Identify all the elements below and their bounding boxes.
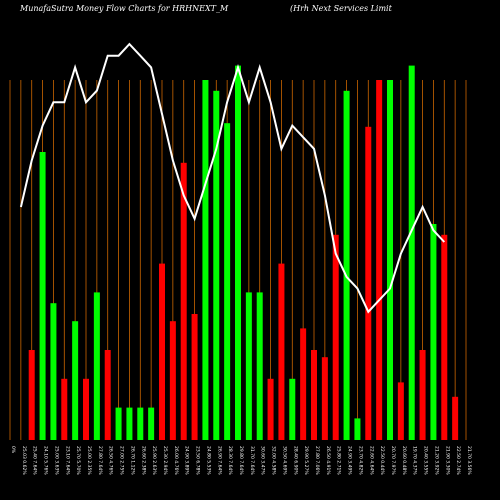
x-tick-label: 21.90 3.30%: [444, 446, 450, 475]
money-flow-bar: [159, 263, 165, 440]
money-flow-bar: [397, 382, 404, 440]
x-tick-label: 24.90 3.89%: [184, 446, 190, 475]
money-flow-bar: [343, 90, 350, 441]
x-tick-label: 26.90 7.64%: [216, 446, 222, 475]
x-tick-label: 24.90 3.49%: [347, 446, 353, 475]
money-flow-bar: [180, 162, 187, 441]
x-tick-label: 26.60 2.38%: [140, 446, 146, 475]
x-tick-label: 25.00 2.35%: [86, 446, 92, 475]
money-flow-bar: [235, 65, 241, 440]
x-axis-labels: 0% 25.03 0.62% 25.40 7.64% 24.10 5.76% 25.00…: [10, 446, 472, 475]
chart-title-right: (Hrh Next Services Limit: [290, 4, 392, 13]
x-tick-label: 22.60 4.64%: [368, 446, 374, 475]
x-tick-label: 23.10 7.64%: [64, 446, 70, 475]
x-tick-label: 25.80 2.71%: [336, 446, 342, 475]
money-flow-bar: [300, 328, 307, 440]
money-flow-bar: [419, 350, 426, 440]
money-flow-bar: [376, 80, 383, 440]
x-tick-label: 19.70 4.37%: [412, 446, 418, 475]
money-flow-bar: [104, 350, 111, 440]
x-tick-label: 22.50 0.44%: [379, 446, 385, 475]
money-flow-bar: [61, 378, 68, 440]
x-tick-label: 25.00 3.63%: [53, 446, 59, 475]
money-flow-bar: [311, 350, 317, 440]
x-tick-label: 25.30 2.94%: [162, 446, 168, 475]
x-tick-label: 20.60 0.48%: [401, 446, 407, 475]
money-flow-bar: [256, 292, 263, 440]
x-tick-label: 32.00 4.58%: [271, 446, 277, 475]
x-tick-label: 21.70 3.56%: [466, 446, 472, 475]
x-tick-label: 28.40 6.90%: [292, 446, 298, 475]
money-flow-bar: [72, 321, 79, 440]
money-flow-bar: [202, 80, 209, 440]
money-flow-bar: [289, 378, 296, 440]
x-tick-label: 23.50 6.78%: [195, 446, 201, 475]
money-flow-bar: [126, 407, 133, 440]
money-flow-bar: [191, 314, 198, 440]
money-flow-bar: [115, 407, 122, 440]
money-flow-bar: [28, 350, 35, 440]
x-tick-label: 27.00 2.75%: [119, 446, 125, 475]
x-tick-label: 21.20 3.92%: [433, 446, 439, 475]
money-flow-bar: [169, 321, 176, 440]
x-tick-label: 27.80 7.64%: [97, 446, 103, 475]
money-flow-bar: [321, 357, 328, 440]
price-line: [19, 42, 446, 314]
x-tick-label: 26.50 4.91%: [325, 446, 331, 475]
money-flow-bar: [148, 407, 155, 440]
x-tick-label: 25.90 2.63%: [151, 446, 157, 475]
x-tick-label: 25.03 0.62%: [21, 446, 27, 475]
money-flow-bar: [137, 407, 144, 440]
money-flow-bar: [452, 396, 459, 440]
x-tick-label: 20.40 3.55%: [423, 446, 429, 475]
money-flow-bar: [408, 65, 415, 440]
x-tick-label: 25.70 5.70%: [75, 446, 81, 475]
x-tick-label: 0%: [10, 446, 16, 454]
money-flow-bar: [278, 263, 285, 440]
x-tick-label: 26.50 4.76%: [108, 446, 114, 475]
x-tick-label: 22.50 2.74%: [455, 446, 461, 475]
x-tick-label: 30.60 3.47%: [260, 446, 266, 475]
x-tick-label: 27.80 7.06%: [314, 446, 320, 475]
x-tick-label: 28.30 7.64%: [227, 446, 233, 475]
chart-title-left: MunafaSutra Money Flow Charts for HRHNEX…: [20, 4, 229, 13]
line-layer: [19, 42, 446, 314]
money-flow-bar: [245, 292, 252, 440]
bar-layer: [28, 65, 459, 441]
x-tick-label: 30.50 4.69%: [281, 446, 287, 475]
x-tick-label: 24.80 5.53%: [205, 446, 211, 475]
money-flow-bar: [430, 224, 437, 440]
money-flow-bar: [93, 292, 100, 440]
money-flow-bar: [50, 303, 57, 440]
x-tick-label: 29.80 7.64%: [238, 446, 244, 475]
money-flow-bar: [365, 126, 372, 441]
money-flow-bar: [354, 418, 361, 440]
money-flow-bar: [441, 234, 448, 440]
x-tick-label: 25.40 7.64%: [32, 446, 38, 475]
x-tick-label: 20.70 7.97%: [390, 446, 396, 475]
money-flow-bar: [387, 80, 393, 440]
x-tick-label: 24.10 5.76%: [43, 446, 49, 475]
money-flow-bar: [83, 378, 89, 440]
money-flow-bar: [213, 90, 220, 441]
money-flow-bar: [39, 152, 46, 440]
x-tick-label: 29.90 5.27%: [303, 446, 309, 475]
x-tick-label: 23.70 4.82%: [357, 446, 363, 475]
x-tick-label: 26.00 4.76%: [173, 446, 179, 475]
money-flow-bar: [332, 234, 339, 440]
money-flow-bar: [267, 378, 274, 440]
money-flow-bar: [224, 123, 231, 440]
x-tick-label: 31.70 7.64%: [249, 446, 255, 475]
x-tick-label: 26.70 1.12%: [129, 446, 135, 475]
